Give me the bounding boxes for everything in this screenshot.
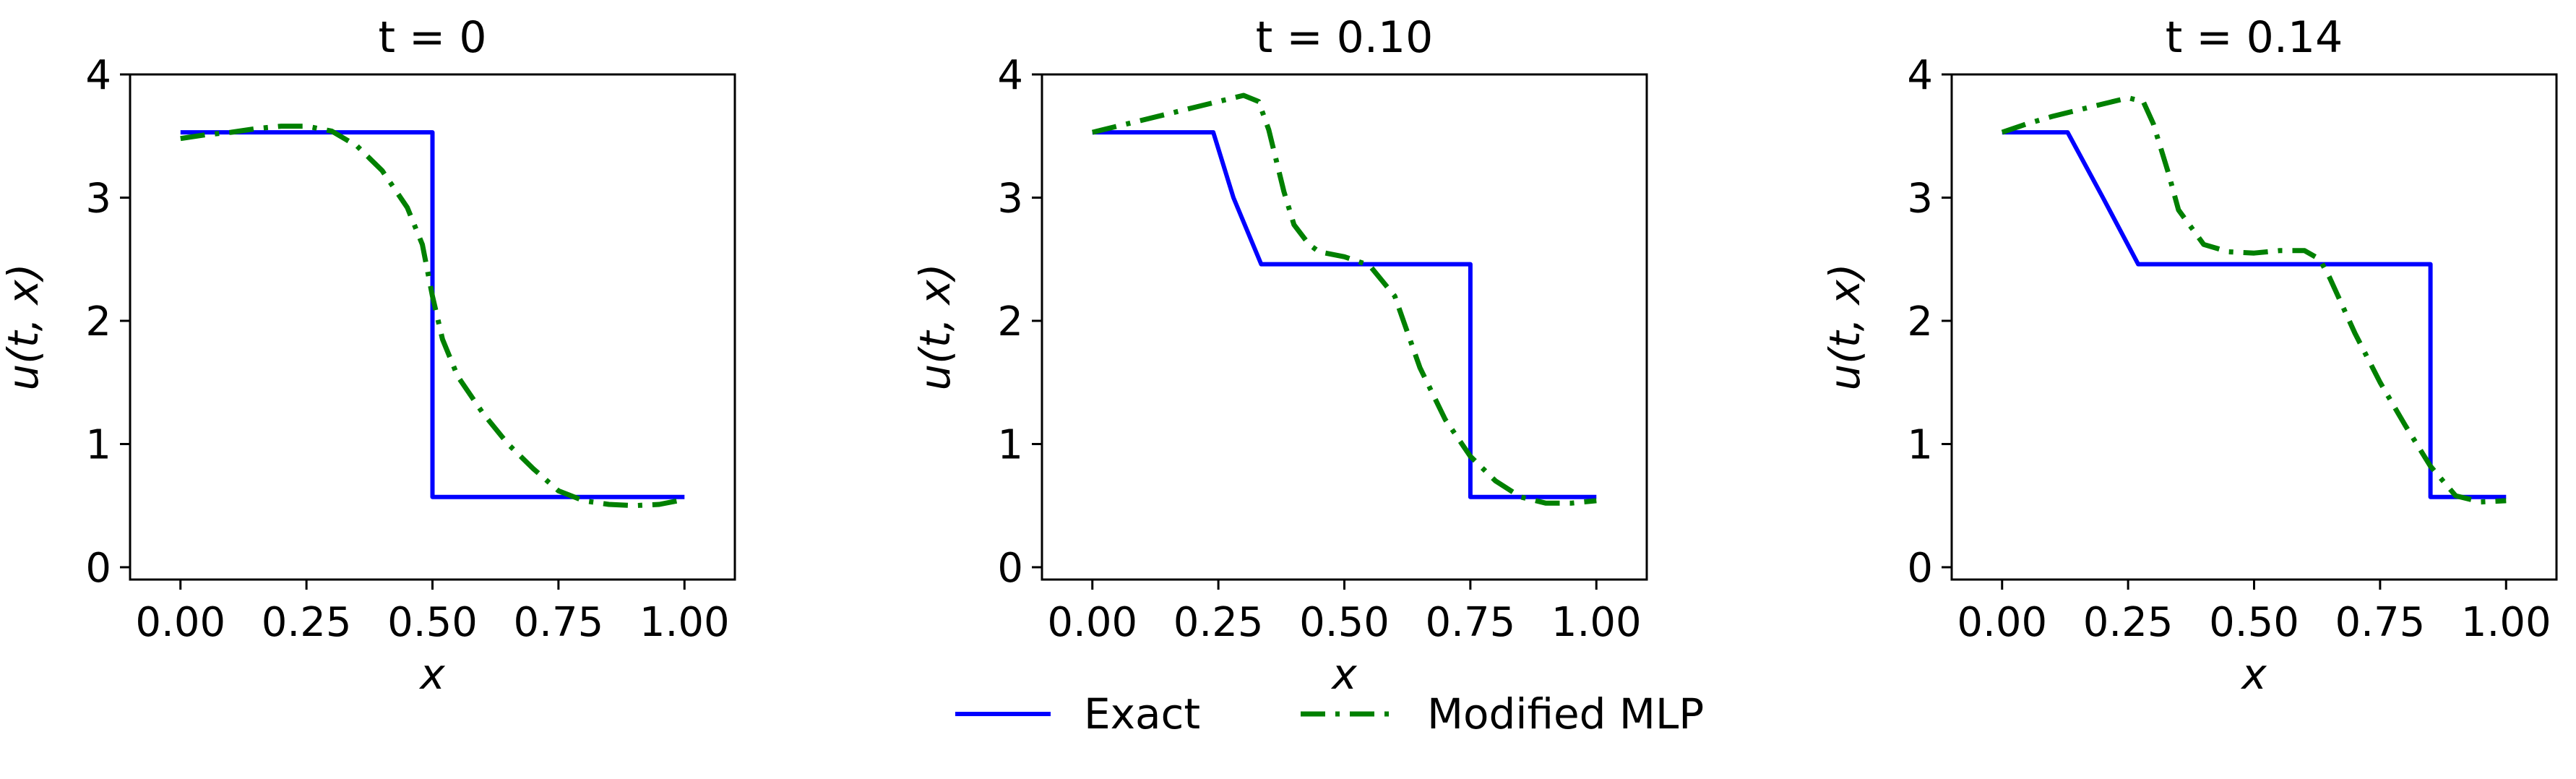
x-axis-label: x [418,650,445,699]
y-tick-label: 3 [997,175,1023,222]
series-exact-line [2002,130,2507,499]
y-axis-label: u(t, x) [910,264,960,391]
x-tick-label: 0.50 [1299,599,1390,646]
x-tick-label: 0.25 [2083,599,2174,646]
y-tick-label: 3 [85,175,111,222]
y-tick-label: 0 [1907,545,1933,592]
y-tick-label: 2 [85,298,111,345]
x-tick-label: 1.00 [639,599,730,646]
x-tick-label: 0.50 [2209,599,2299,646]
panel-title: t = 0 [378,12,486,63]
x-tick-label: 0.25 [262,599,352,646]
panel-title: t = 0.14 [2166,12,2343,63]
x-tick-label: 0.50 [387,599,478,646]
panel-title: t = 0.10 [1256,12,1434,63]
x-tick-label: 0.75 [514,599,604,646]
x-tick-label: 0.25 [1173,599,1264,646]
series-modified-mlp-line [1091,92,1597,506]
y-tick-label: 4 [997,52,1023,99]
x-tick-label: 0.00 [1047,599,1137,646]
y-tick-label: 1 [1907,421,1933,468]
subplot-t-0-14: 0.00 0.25 0.50 0.75 1.00 0 1 2 3 4 t = 0.14 x u(t, x… [1820,12,2558,699]
legend: Exact Modified MLP [955,689,1704,739]
y-axis-label: u(t, x) [0,264,48,391]
y-tick-label: 4 [1907,52,1933,99]
subplot-t-0-10: 0.00 0.25 0.50 0.75 1.00 0 1 2 3 4 t = 0.10 x u(t, x… [910,12,1648,699]
series-modified-mlp-line [180,124,685,509]
y-axis-label: u(t, x) [1820,264,1869,391]
series-exact-line [180,130,685,499]
x-tick-label: 1.00 [1551,599,1642,646]
y-tick-label: 1 [997,421,1023,468]
y-tick-label: 2 [997,298,1023,345]
subplot-t-0: 0.00 0.25 0.50 0.75 1.00 0 1 2 3 4 t = 0 x u(t, x) [0,12,736,699]
series-exact-line [1092,130,1597,499]
y-tick-label: 1 [85,421,111,468]
legend-label-exact: Exact [1084,689,1200,739]
y-tick-label: 0 [997,545,1023,592]
y-tick-label: 2 [1907,298,1933,345]
x-tick-label: 0.00 [135,599,225,646]
legend-label-modified-mlp: Modified MLP [1427,689,1704,739]
y-tick-label: 4 [85,52,111,99]
x-tick-label: 0.00 [1957,599,2047,646]
axes-frame [1950,73,2558,581]
y-tick-label: 3 [1907,175,1933,222]
x-tick-label: 0.75 [2335,599,2426,646]
x-axis-label: x [1330,650,1357,699]
x-tick-label: 0.75 [1426,599,1516,646]
x-axis-label: x [2240,650,2267,699]
y-tick-label: 0 [85,545,111,592]
series-modified-mlp-line [2001,95,2507,505]
x-tick-label: 1.00 [2461,599,2551,646]
